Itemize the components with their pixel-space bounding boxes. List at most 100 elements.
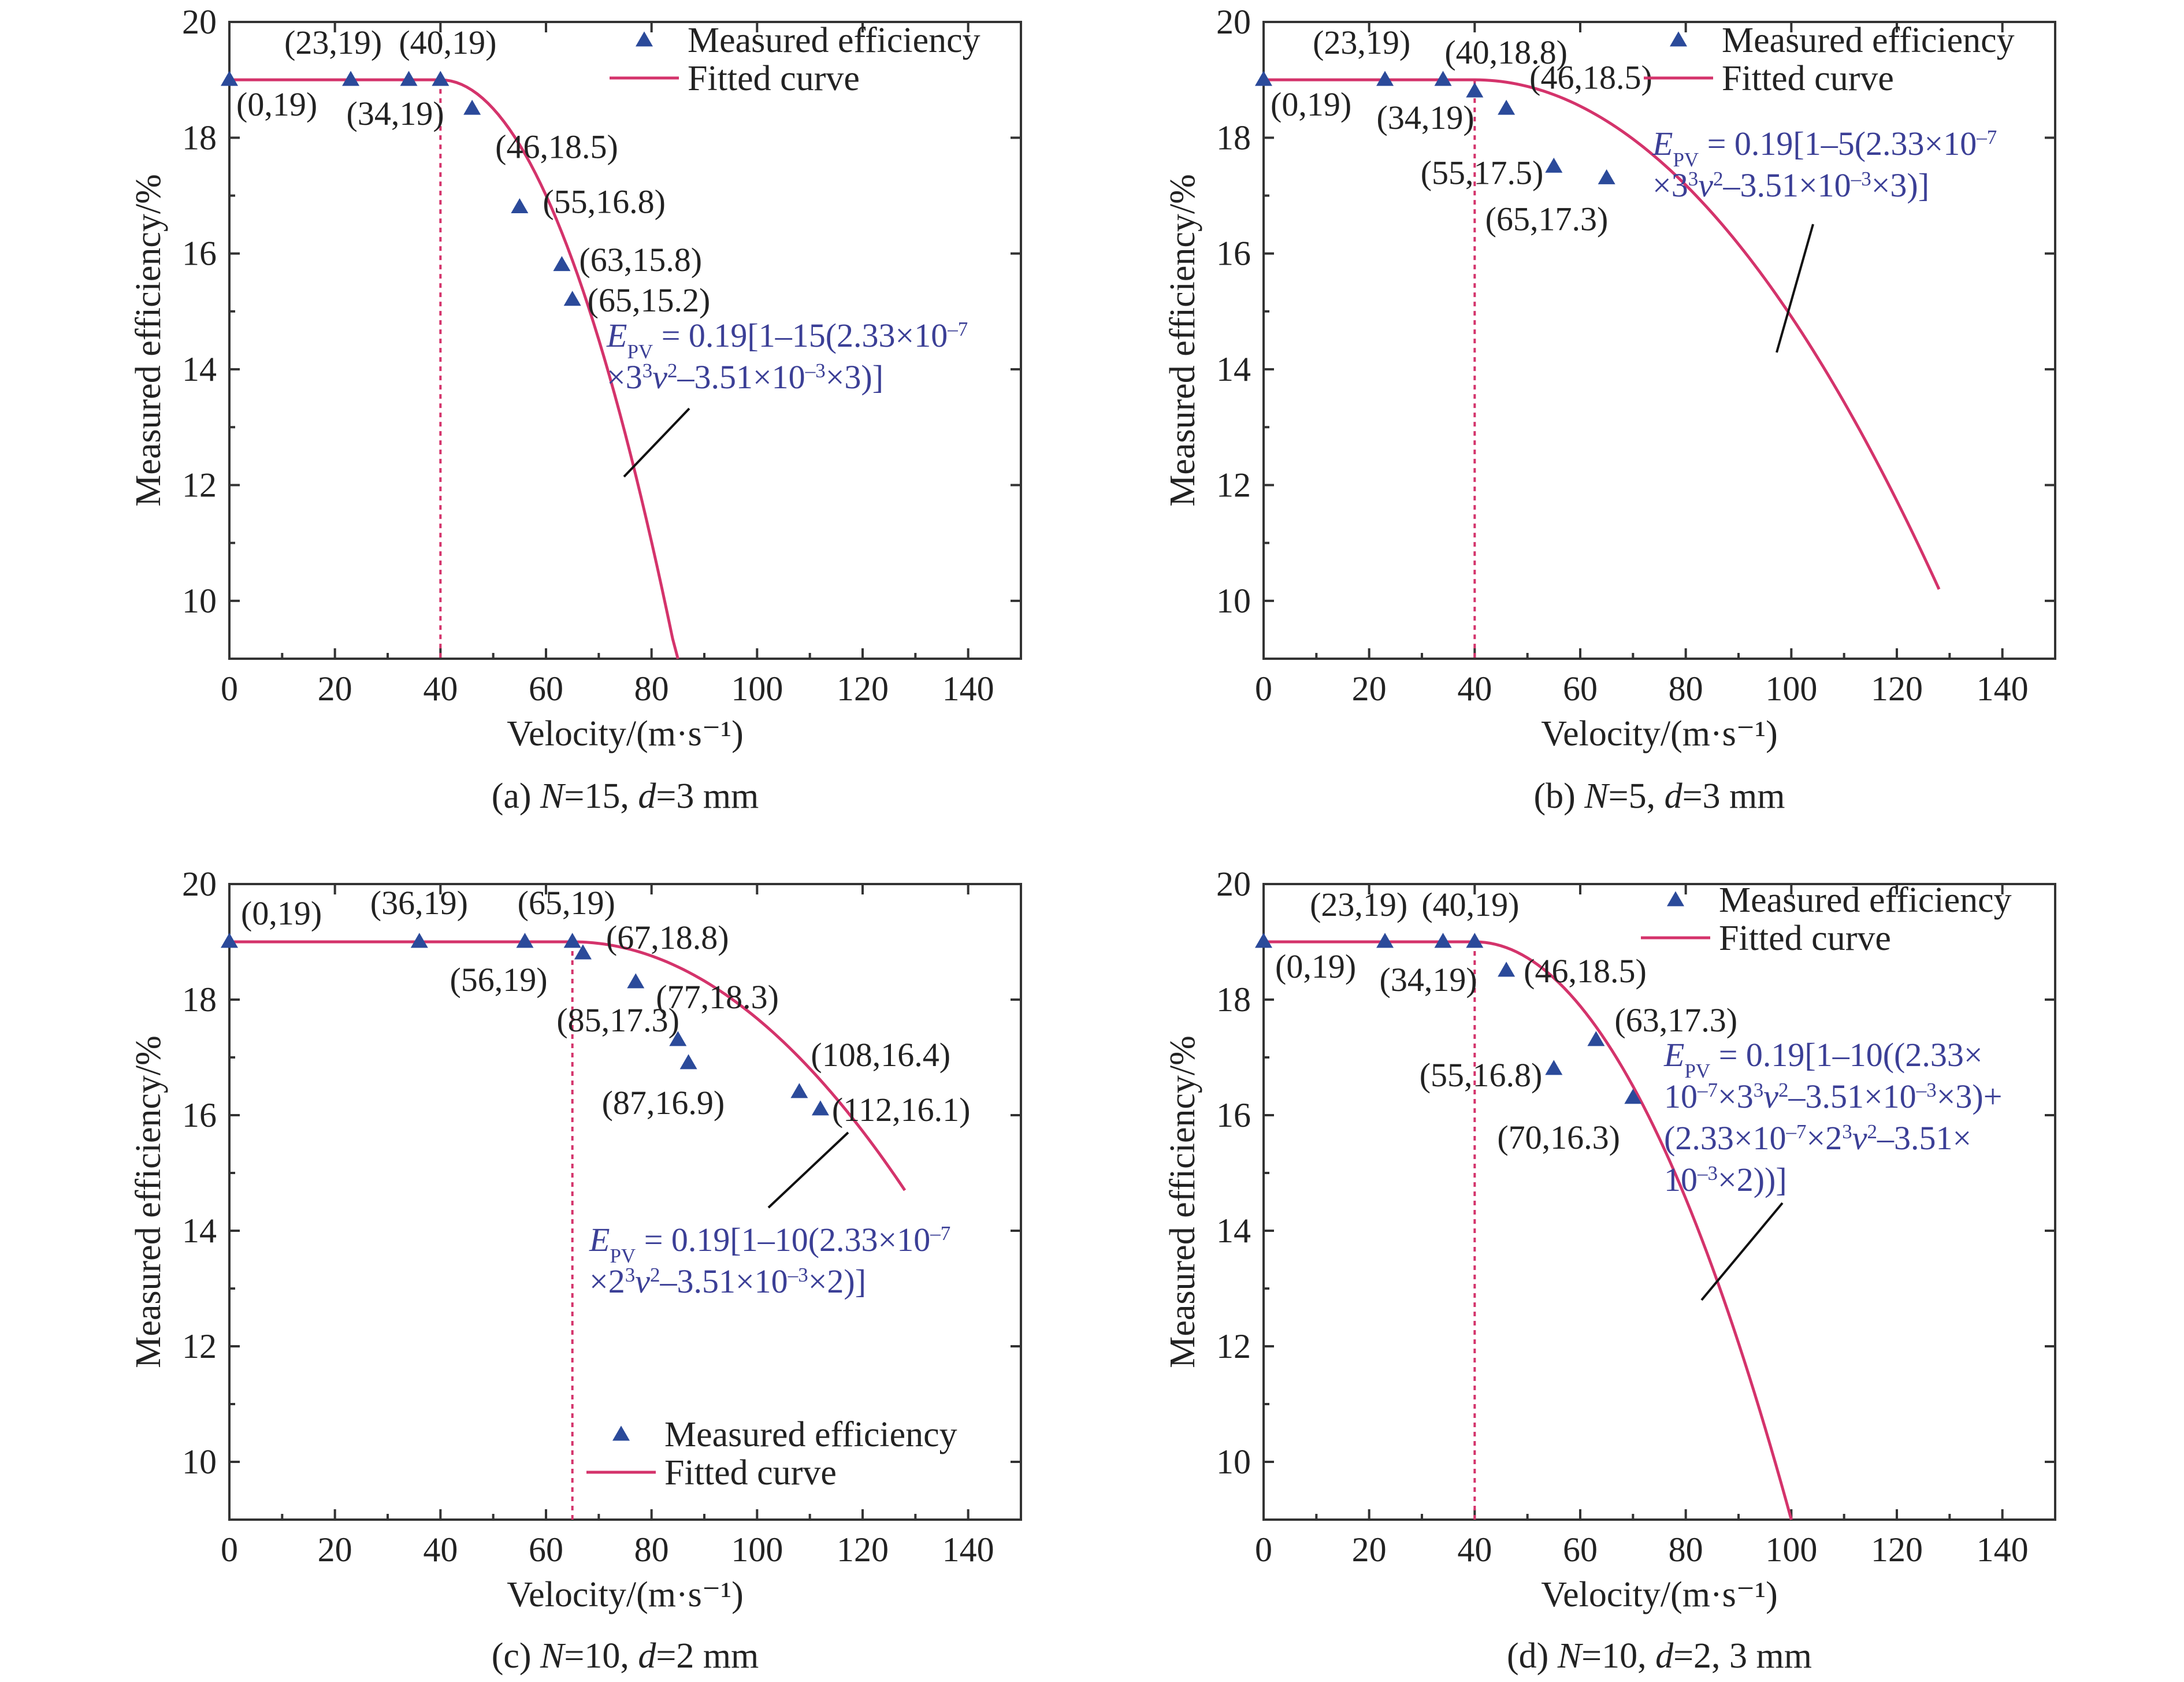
fitted-curve [229,78,679,659]
data-point [1255,933,1272,948]
y-tick-label: 16 [1216,235,1251,273]
y-axis-title: Measured efficiency/% [129,174,168,507]
panel-caption: (b) N=5, d=3 mm [1533,777,1785,816]
data-label: (23,19) [1310,886,1407,923]
x-tick-label: 100 [731,670,783,708]
x-tick-label: 60 [529,1531,563,1569]
equation-line: EPV = 0.19[1–5(2.33×10–7 [1652,125,1997,171]
data-label: (63,15.8) [579,241,702,279]
equation-line: ×33v2–3.51×10–3×3)] [607,358,883,396]
data-label: (112,16.1) [832,1091,970,1128]
data-label: (55,17.5) [1421,154,1544,191]
data-point [1598,169,1615,184]
x-tick-label: 60 [1563,670,1598,708]
plot-frame [228,21,1022,660]
data-label: (67,18.8) [606,919,729,956]
plot-frame [1262,21,2056,660]
legend-label: Fitted curve [1719,919,1891,958]
y-tick-label: 16 [182,235,217,273]
y-tick-label: 16 [1216,1096,1251,1134]
data-label: (77,18.3) [656,978,779,1016]
y-tick-label: 14 [1216,1212,1251,1250]
data-point [563,291,581,306]
x-tick-label: 60 [529,670,563,708]
panel-c: 0 20 40 60 80 100 120 140 10 12 14 16 18 20 Velocity/(… [129,865,1022,1676]
data-label: (0,19) [236,86,317,123]
data-point [342,70,360,86]
x-tick-label: 80 [1669,1531,1703,1569]
y-tick-label: 14 [182,350,217,388]
fitted-curve [1264,940,1793,1520]
legend-label: Fitted curve [1722,59,1894,98]
data-point [1466,82,1484,98]
x-axis-title: Velocity/(m·s⁻¹) [507,714,743,753]
data-point [1498,99,1516,115]
y-tick-label: 14 [1216,350,1251,388]
equation-line: ×23v2–3.51×10–3×2)] [589,1263,866,1300]
data-label: (65,15.2) [588,281,711,319]
x-tick-label: 100 [731,1531,783,1569]
y-tick-label: 20 [1216,865,1251,903]
data-label: (87,16.9) [602,1084,725,1122]
data-point [221,933,238,948]
x-tick-label: 100 [1765,1531,1817,1569]
fitted-curve [1264,78,1941,590]
x-tick-label: 20 [1352,670,1387,708]
x-tick-label: 0 [1255,1531,1272,1569]
data-label: (0,19) [241,894,322,932]
legend-label: Fitted curve [688,59,860,98]
data-point [563,933,581,948]
data-point [511,198,529,213]
legend-marker [612,1425,630,1441]
plot-frame [228,883,1022,1521]
fitted-curve [229,940,907,1191]
x-tick-label: 120 [837,670,889,708]
x-tick-label: 120 [1871,670,1923,708]
x-tick-label: 20 [318,670,352,708]
legend-marker [636,31,653,47]
x-tick-label: 80 [1669,670,1703,708]
equation-line: EPV = 0.19[1–10((2.33× [1663,1036,1983,1082]
data-point [1255,70,1272,86]
data-point [221,70,238,86]
data-label: (23,19) [284,24,382,61]
x-tick-label: 40 [1457,1531,1492,1569]
data-label: (46,18.5) [495,128,618,165]
data-label: (0,19) [1275,948,1356,985]
y-tick-label: 18 [1216,981,1251,1019]
y-tick-label: 12 [1216,466,1251,504]
data-label: (34,19) [1377,99,1474,136]
x-tick-label: 80 [634,670,669,708]
x-tick-label: 0 [221,1531,238,1569]
data-point [1434,70,1452,86]
legend-label: Fitted curve [664,1453,837,1492]
data-point [1587,1031,1605,1046]
x-tick-label: 40 [423,670,458,708]
y-tick-label: 14 [182,1212,217,1250]
x-axis-title: Velocity/(m·s⁻¹) [1541,714,1777,753]
data-point [1624,1089,1642,1104]
y-tick-label: 12 [182,1327,217,1365]
data-point [463,99,481,115]
equation-pointer [1700,1202,1784,1301]
x-axis-title: Velocity/(m·s⁻¹) [1541,1575,1777,1614]
x-axis-title: Velocity/(m·s⁻¹) [507,1575,743,1614]
data-point [1466,933,1484,948]
x-tick-label: 120 [1871,1531,1923,1569]
y-tick-label: 18 [182,981,217,1019]
y-tick-label: 12 [182,466,217,504]
y-tick-label: 20 [1216,3,1251,41]
data-label: (36,19) [370,884,468,922]
y-axis-title: Measured efficiency/% [129,1035,168,1368]
legend-label: Measured efficiency [688,21,980,60]
equation-line: 10–3×2))] [1664,1161,1787,1198]
data-label: (23,19) [1313,24,1410,61]
data-label: (70,16.3) [1497,1119,1620,1156]
plot-frame [1262,883,2056,1521]
legend-marker [1670,31,1687,47]
data-point [1545,157,1563,173]
y-tick-label: 20 [182,865,217,903]
